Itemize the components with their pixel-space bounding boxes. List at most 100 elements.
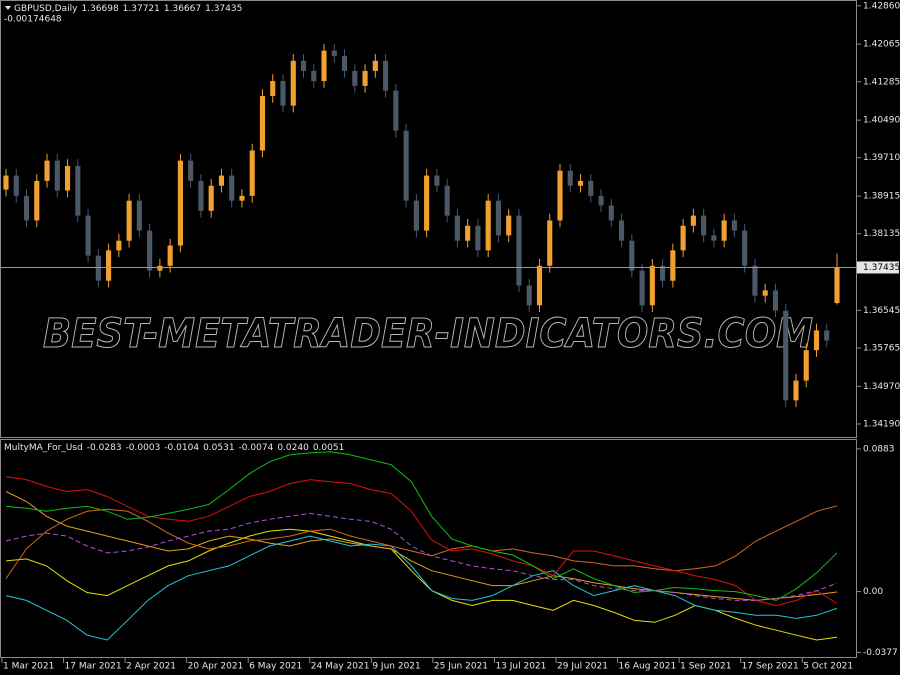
indicator-line <box>5 505 838 579</box>
ohlc-low: 1.36667 <box>164 4 201 14</box>
x-tick-label: 9 Jun 2021 <box>372 662 420 672</box>
y-tick-label: 1.36545 <box>863 306 900 316</box>
x-tick-label: 25 Jun 2021 <box>434 662 488 672</box>
candle-body <box>352 70 358 86</box>
candle-body <box>136 200 142 231</box>
indicator-panel-frame <box>0 439 857 658</box>
candle-body <box>793 380 799 401</box>
x-tick-label: 16 Aug 2021 <box>619 662 677 672</box>
candle-body <box>290 60 296 106</box>
indicator-value: -0.0104 <box>164 443 199 453</box>
y-tick-label: 0.0883 <box>863 444 895 454</box>
x-tick-label: 5 Oct 2021 <box>803 662 853 672</box>
candle-body <box>270 81 276 97</box>
candle-body <box>485 200 491 251</box>
y-tick-label: 1.38915 <box>863 192 900 202</box>
candle-body <box>403 130 409 201</box>
candle-body <box>362 70 368 86</box>
candle-body <box>434 175 440 186</box>
candle-body <box>54 160 60 191</box>
candle-body <box>547 220 553 266</box>
candle-body <box>639 270 645 306</box>
candle-body <box>34 180 40 221</box>
candle-body <box>23 195 30 221</box>
candle-body <box>341 55 348 71</box>
candle-body <box>690 215 696 226</box>
indicator-value: 0.0240 <box>277 443 309 453</box>
price-label: 1.37435 <box>863 263 900 273</box>
indicator-value: 0.0531 <box>203 443 235 453</box>
ohlc-close: 1.37435 <box>205 4 242 14</box>
y-tick-label: 1.34970 <box>863 382 900 392</box>
candle-body <box>762 290 768 296</box>
candle-body <box>813 330 820 351</box>
candle-body <box>526 285 532 306</box>
candle-body <box>649 265 655 306</box>
candle-body <box>834 267 840 304</box>
candle-body <box>465 225 471 241</box>
x-tick-label: 17 Sep 2021 <box>742 662 799 672</box>
y-tick-label: 1.34190 <box>863 419 900 429</box>
x-tick-label: 1 Mar 2021 <box>3 662 54 672</box>
candle-body <box>116 240 122 251</box>
candle-body <box>372 60 378 71</box>
candle-body <box>157 265 163 271</box>
candle-body <box>167 245 173 266</box>
candle-body <box>198 180 204 211</box>
indicator-value: -0.0283 <box>87 443 122 453</box>
candle-body <box>300 60 307 71</box>
candle-body <box>218 175 225 186</box>
candle-body <box>3 175 9 190</box>
candle-body <box>557 170 563 221</box>
y-tick-label: 0.00 <box>863 587 883 597</box>
candle-body <box>670 250 676 281</box>
indicator-line <box>5 476 838 607</box>
indicator-line <box>5 451 838 601</box>
candle-body <box>75 165 81 216</box>
indicator-header: MultyMA_For_Usd -0.0283 -0.0003 -0.0104 0.05… <box>4 443 344 453</box>
candle-body <box>444 185 450 216</box>
y-tick-label: 1.39710 <box>863 153 900 163</box>
candle-body <box>188 160 194 181</box>
candle-body <box>742 230 748 266</box>
candle-body <box>413 200 419 231</box>
y-tick-label: 1.38135 <box>863 229 900 239</box>
x-tick-label: 6 May 2021 <box>249 662 302 672</box>
candle-body <box>660 265 666 281</box>
candle-body <box>577 180 584 186</box>
indicator-name: MultyMA_For_Usd <box>4 443 83 453</box>
candle-body <box>618 220 625 241</box>
indicator-value: -0.0074 <box>239 443 274 453</box>
candle-body <box>13 175 19 196</box>
candle-body <box>752 265 758 296</box>
y-tick-label: 1.42860 <box>863 1 900 11</box>
indicator-line <box>5 491 838 601</box>
candle-body <box>280 81 286 106</box>
candle-body <box>772 290 779 311</box>
y-tick-label: 1.42065 <box>863 40 900 50</box>
x-tick-label: 24 May 2021 <box>311 662 370 672</box>
candle-body <box>824 330 830 341</box>
candle-body <box>567 170 573 186</box>
candle-body <box>259 96 266 151</box>
indicator-value: -0.0003 <box>126 443 161 453</box>
candle-body <box>506 215 512 236</box>
candle-body <box>126 200 132 241</box>
candle-body <box>177 160 183 246</box>
x-tick-label: 2 Apr 2021 <box>126 662 176 672</box>
candle-body <box>711 235 717 241</box>
candle-body <box>588 180 594 196</box>
x-tick-label: 13 Jul 2021 <box>495 662 546 672</box>
indicator-value: 0.0051 <box>313 443 345 453</box>
candle-body <box>495 200 502 236</box>
candle-body <box>44 160 50 181</box>
candle-body <box>311 70 317 82</box>
x-tick-label: 20 Apr 2021 <box>188 662 244 672</box>
ohlc-high: 1.37721 <box>123 4 160 14</box>
y-tick-label: 1.40490 <box>863 116 900 126</box>
candle-body <box>321 50 327 82</box>
x-tick-label: 1 Sep 2021 <box>680 662 731 672</box>
menu-arrow[interactable] <box>5 6 11 10</box>
